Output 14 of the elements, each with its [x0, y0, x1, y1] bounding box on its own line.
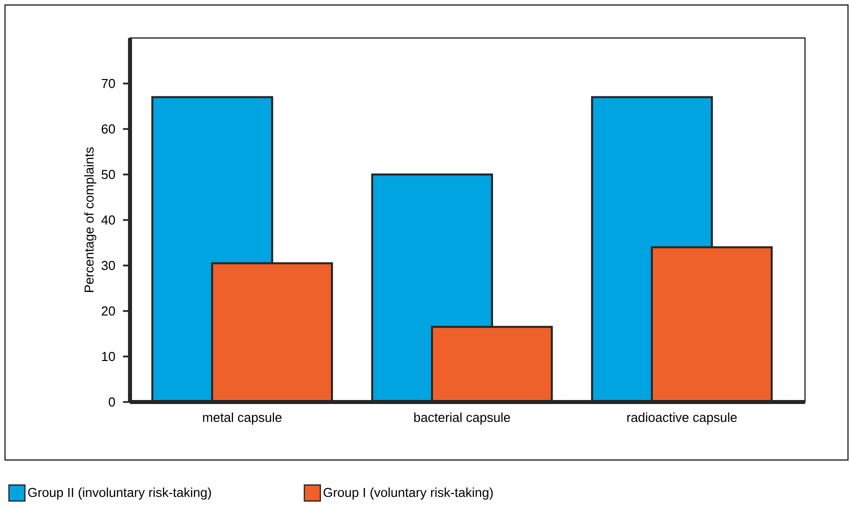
y-tick-label: 40: [101, 215, 115, 225]
y-tick-label: 20: [102, 306, 115, 316]
x-tick-label: metal capsule: [203, 412, 282, 425]
y-tick-label: 70: [102, 78, 115, 88]
y-axis-title: Percentage of complaints: [84, 147, 96, 292]
y-tick-label: 60: [102, 124, 115, 134]
x-tick-label: radioactive capsule: [627, 412, 737, 425]
x-tick-label: bacterial capsule: [414, 412, 510, 425]
legend-label: Group II (involuntary risk-taking): [28, 488, 211, 500]
y-tick-label: 30: [102, 260, 115, 270]
y-tick-label: 10: [102, 352, 115, 362]
y-tick-label: 50: [102, 170, 115, 180]
legend-label: Group I (voluntary risk-taking): [324, 488, 493, 500]
y-tick-label: 0: [108, 397, 115, 407]
